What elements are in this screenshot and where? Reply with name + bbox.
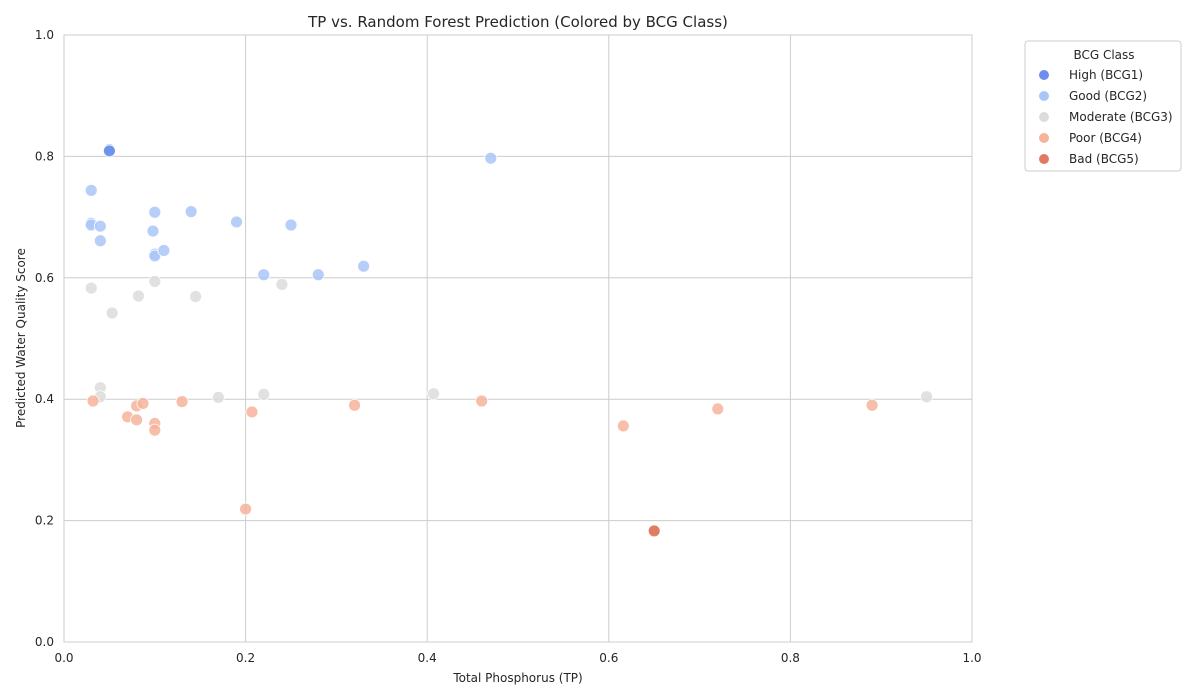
legend-box: [1024, 40, 1182, 172]
data-point: [103, 144, 116, 158]
x-tick-labels: 0.0 0.2 0.4 0.6 0.8 1.0: [54, 651, 981, 665]
y-tick-label: 0.6: [35, 271, 54, 285]
legend-marker: [1039, 133, 1049, 143]
data-point: [132, 289, 145, 303]
data-point: [84, 183, 98, 197]
data-point: [357, 259, 371, 273]
legend-marker: [1039, 70, 1049, 80]
data-point: [130, 413, 144, 427]
data-point: [647, 524, 661, 538]
data-point: [284, 218, 298, 232]
legend-label: Moderate (BCG3): [1069, 110, 1173, 124]
data-point: [157, 244, 171, 257]
data-point: [257, 268, 271, 282]
y-tick-label: 0.4: [35, 392, 54, 406]
chart-title: TP vs. Random Forest Prediction (Colored…: [307, 13, 728, 31]
legend-marker: [1039, 112, 1049, 122]
x-tick-label: 1.0: [962, 651, 981, 665]
data-point: [146, 224, 160, 238]
x-tick-label: 0.8: [781, 651, 800, 665]
data-point: [257, 387, 271, 401]
y-tick-labels: 0.0 0.2 0.4 0.6 0.8 1.0: [35, 28, 54, 649]
data-point: [616, 419, 630, 433]
y-tick-label: 0.8: [35, 149, 54, 163]
x-tick-label: 0.4: [418, 651, 437, 665]
y-tick-label: 1.0: [35, 28, 54, 42]
data-point: [311, 268, 325, 282]
legend-marker: [1039, 154, 1049, 164]
data-point: [348, 398, 361, 412]
data-point: [148, 275, 162, 288]
data-point: [175, 395, 189, 409]
data-point: [245, 405, 259, 419]
data-point: [148, 423, 162, 437]
x-tick-label: 0.2: [236, 651, 255, 665]
data-point: [427, 387, 440, 401]
legend-label: High (BCG1): [1069, 68, 1143, 82]
data-point: [475, 394, 489, 408]
data-point: [148, 205, 162, 219]
x-axis-label: Total Phosphorus (TP): [452, 671, 582, 685]
legend-label: Bad (BCG5): [1069, 152, 1139, 166]
plot-area: [63, 34, 973, 643]
data-point: [275, 278, 289, 291]
data-point: [865, 398, 879, 412]
data-point: [136, 397, 150, 410]
legend-items: High (BCG1) Good (BCG2) Moderate (BCG3) Poo…: [1039, 68, 1173, 166]
x-tick-label: 0.6: [599, 651, 618, 665]
data-point: [711, 402, 725, 416]
data-point: [189, 290, 203, 304]
y-tick-label: 0.2: [35, 514, 54, 528]
data-point: [105, 306, 119, 320]
y-axis-label: Predicted Water Quality Score: [14, 248, 28, 428]
data-point: [920, 390, 933, 404]
data-point: [230, 215, 243, 229]
data-points: [84, 143, 933, 538]
data-point: [484, 151, 498, 165]
data-point: [211, 390, 225, 404]
legend-label: Poor (BCG4): [1069, 131, 1142, 145]
y-tick-label: 0.0: [35, 635, 54, 649]
data-point: [84, 281, 98, 295]
legend: BCG Class High (BCG1) Good (BCG2) Moderate…: [1024, 40, 1182, 172]
legend-title: BCG Class: [1073, 48, 1134, 62]
legend-label: Good (BCG2): [1069, 89, 1147, 103]
data-point: [86, 394, 100, 408]
x-tick-label: 0.0: [54, 651, 73, 665]
data-point: [93, 234, 107, 248]
legend-marker: [1039, 91, 1049, 101]
data-point: [239, 502, 253, 516]
data-point: [184, 205, 198, 219]
data-point: [93, 219, 107, 233]
